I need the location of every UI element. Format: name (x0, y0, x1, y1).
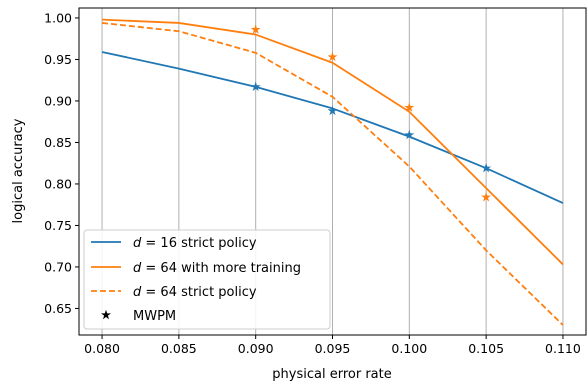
x-tick-label: 0.095 (315, 341, 351, 356)
mwpm-star-marker (481, 162, 492, 173)
x-tick-label: 0.110 (545, 341, 581, 356)
x-tick-label: 0.085 (161, 341, 197, 356)
mwpm-star-marker (250, 81, 261, 92)
series-line-3 (101, 22, 564, 326)
y-tick-label: 1.00 (44, 10, 72, 25)
x-tick-label: 0.100 (391, 341, 427, 356)
y-tick-label: 0.75 (44, 218, 72, 233)
y-tick-label: 0.65 (44, 301, 72, 316)
legend-swatch-star (101, 309, 111, 320)
series-line-2 (102, 18, 564, 266)
y-axis: 0.65 0.70 0.75 0.80 0.85 0.90 0.95 1.00 (44, 10, 79, 316)
x-tick-label: 0.090 (238, 341, 274, 356)
x-tick-label: 0.105 (468, 341, 504, 356)
mwpm-star-marker (481, 192, 492, 202)
x-axis-label: physical error rate (272, 367, 391, 381)
y-tick-label: 0.90 (44, 93, 72, 108)
legend-label-4: MWPM (133, 309, 176, 324)
legend-label-2: d = 64 with more training (133, 261, 301, 276)
y-tick-label: 0.85 (44, 135, 72, 150)
mwpm-star-marker (404, 102, 415, 112)
y-tick-label: 0.95 (44, 52, 72, 67)
x-tick-label: 0.080 (84, 341, 120, 356)
x-axis: 0.080 0.085 0.090 0.095 0.100 0.105 0.110 (84, 335, 581, 356)
legend-box (83, 229, 331, 330)
legend-label-3: d = 64 strict policy (133, 285, 257, 300)
mwpm-star-marker (404, 129, 415, 140)
mwpm-star-marker (327, 105, 338, 116)
mwpm-star-marker (327, 51, 338, 62)
legend-label-1: d = 16 strict policy (133, 236, 257, 251)
y-axis-label: logical accuracy (11, 118, 26, 223)
mwpm-star-marker (250, 24, 261, 34)
y-tick-label: 0.80 (44, 176, 72, 191)
marker-layer (250, 24, 492, 202)
legend: d = 16 strict policy d = 64 with more tra… (83, 229, 331, 330)
y-tick-label: 0.70 (44, 259, 72, 274)
